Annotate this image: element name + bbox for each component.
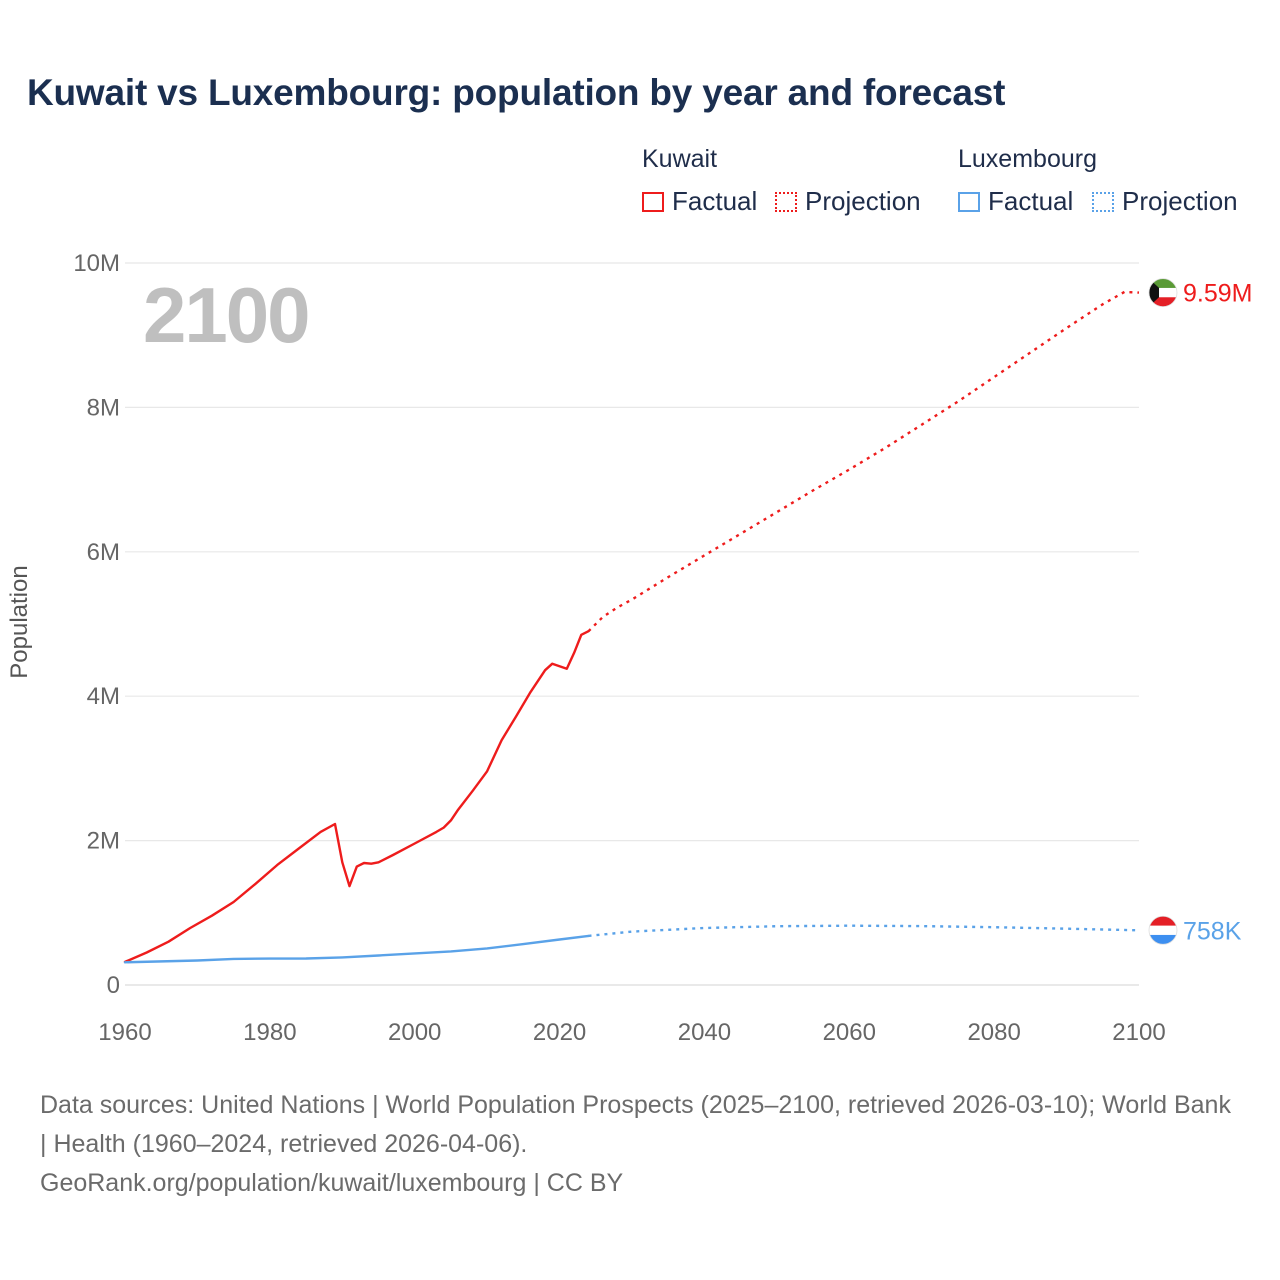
series-line-kuwait-projection [587, 290, 1140, 633]
flag-band [1149, 278, 1177, 289]
y-tick-label: 6M [87, 539, 120, 566]
flag-outline [1148, 915, 1178, 945]
flag-band [1149, 916, 1177, 927]
source-line-2: GeoRank.org/population/kuwait/luxembourg… [40, 1169, 624, 1197]
end-label-kuwait: 9.59M [1183, 280, 1252, 308]
chart-title: Kuwait vs Luxembourg: population by year… [27, 72, 1006, 113]
kuwait-flag-icon [1148, 278, 1178, 308]
x-tick-label: 1980 [243, 1019, 296, 1046]
source-note: Data sources: United Nations | World Pop… [40, 1086, 1240, 1203]
flag-band [1149, 925, 1177, 936]
chart-plot: 0 2M 4M 6M 8M 10M 1960 1980 2000 2020 2040 2060 2080… [73, 250, 1252, 1046]
luxembourg-flag-icon [1148, 915, 1178, 945]
series-line-kuwait-factual [123, 630, 590, 964]
flag-band [1149, 297, 1177, 307]
x-tick-label: 2040 [678, 1019, 731, 1046]
y-tick-label: 4M [87, 683, 120, 710]
x-tick-label: 2080 [967, 1019, 1020, 1046]
flag-outline [1148, 278, 1178, 308]
current-year-label: 2100 [143, 271, 311, 359]
flag-hoist [1149, 278, 1159, 307]
x-tick-label: 2060 [823, 1019, 876, 1046]
series-line-luxembourg-projection [588, 924, 1140, 938]
flag-band [1149, 934, 1177, 945]
flag-band [1149, 287, 1177, 298]
y-tick-label: 8M [87, 394, 120, 421]
end-label-luxembourg: 758K [1183, 917, 1242, 945]
y-tick-label: 2M [87, 828, 120, 855]
source-line-1: Data sources: United Nations | World Pop… [40, 1091, 1231, 1158]
x-tick-label: 2000 [388, 1019, 441, 1046]
y-tick-label: 10M [73, 250, 120, 277]
series-line-luxembourg-factual [123, 934, 590, 964]
y-tick-label: 0 [107, 972, 120, 999]
x-tick-label: 1960 [98, 1019, 151, 1046]
x-tick-label: 2100 [1112, 1019, 1165, 1046]
x-tick-label: 2020 [533, 1019, 586, 1046]
